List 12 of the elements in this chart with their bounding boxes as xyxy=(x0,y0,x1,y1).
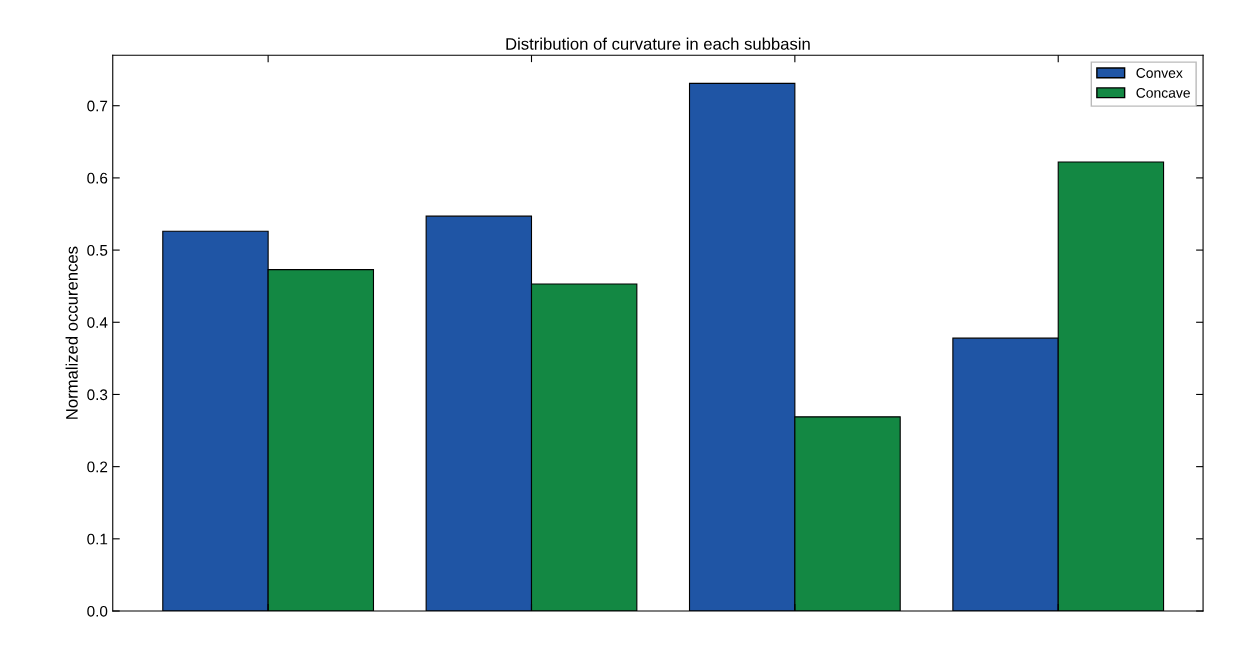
legend-label: Concave xyxy=(1136,87,1190,98)
y-tick-label: 0.1 xyxy=(87,533,108,545)
y-tick-label: 0.7 xyxy=(87,100,108,112)
y-tick-label: 0.6 xyxy=(87,172,108,184)
y-tick-label: 0.3 xyxy=(87,389,108,401)
y-tick-label: 0.0 xyxy=(87,605,108,617)
y-axis-title: Normalized occurences xyxy=(65,246,78,419)
chart-title: Distribution of curvature in each subbasin xyxy=(506,37,810,50)
y-tick-label: 0.5 xyxy=(87,244,108,256)
y-tick-label: 0.2 xyxy=(87,461,108,473)
legend-label: Convex xyxy=(1136,68,1183,78)
y-tick-label: 0.4 xyxy=(87,317,108,328)
